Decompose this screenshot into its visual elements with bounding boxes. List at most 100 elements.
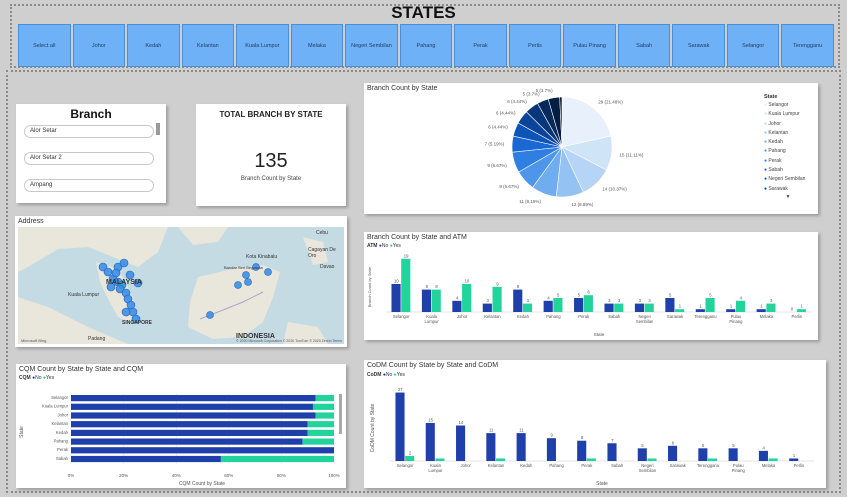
bar[interactable] (516, 433, 526, 461)
bar[interactable] (71, 412, 316, 419)
bar[interactable] (395, 392, 405, 461)
state-slicer-button[interactable]: Terengganu (781, 24, 834, 67)
bar[interactable] (452, 300, 462, 312)
bar[interactable] (789, 458, 799, 461)
bar[interactable] (71, 395, 316, 402)
bar[interactable] (574, 298, 584, 312)
address-map[interactable]: MALAYSIA SINGAPORE INDONESIA Kuala Lumpu… (18, 227, 344, 344)
bar[interactable] (543, 300, 553, 312)
bar[interactable] (492, 286, 502, 312)
bar[interactable] (486, 433, 496, 461)
pie-chart[interactable]: 29 (21.48%) 15 (11.11%) 14 (10.37%) 12 (8.8… (364, 83, 818, 214)
legend-item[interactable]: ● Sarawak (764, 185, 816, 194)
bar[interactable] (577, 440, 587, 461)
legend-item[interactable]: ● Johor (764, 120, 816, 129)
branch-option[interactable]: Alor Setar (24, 125, 154, 138)
bar[interactable] (604, 303, 614, 312)
state-slicer-button[interactable]: Selangor (726, 24, 780, 67)
chart-scrollbar[interactable] (339, 394, 342, 434)
branch-option[interactable]: Ampang (24, 179, 154, 192)
state-slicer-button[interactable]: Select all (18, 24, 71, 67)
bar[interactable] (698, 448, 708, 461)
bar[interactable] (768, 458, 778, 461)
legend-item[interactable]: ● Selangor (764, 101, 816, 110)
codm-bar-chart[interactable]: 272Selangor15KualaLumpur14Johor11Kelanta… (364, 360, 826, 488)
pie-slice[interactable] (559, 96, 563, 148)
bar[interactable] (583, 295, 593, 312)
cqm-bar-chart[interactable]: 0% 20% 40% 60% 80% 100% Selangor Kuala Lumpur Jo… (16, 364, 346, 488)
state-slicer-button[interactable]: Perak (454, 24, 507, 67)
bar[interactable] (586, 458, 596, 461)
bar[interactable] (634, 303, 645, 312)
bar[interactable] (71, 429, 308, 436)
bar[interactable] (421, 289, 432, 312)
bar[interactable] (796, 309, 806, 312)
bar[interactable] (726, 309, 736, 312)
bar[interactable] (71, 455, 221, 463)
state-slicer-button[interactable]: Perlis (508, 24, 562, 67)
state-slicer-button[interactable]: Pulau Pinang (563, 24, 616, 67)
legend-item[interactable]: ● Perak (764, 157, 816, 166)
bar[interactable] (607, 443, 617, 461)
bar[interactable] (307, 429, 334, 436)
bar[interactable] (614, 303, 624, 312)
bar[interactable] (553, 298, 563, 312)
bar[interactable] (522, 303, 533, 312)
bar[interactable] (431, 289, 441, 312)
pie-slice[interactable] (561, 96, 612, 148)
bar[interactable] (312, 403, 334, 410)
state-slicer-button[interactable]: Negeri Sembilan (345, 24, 398, 67)
branch-scrollbar[interactable] (156, 123, 160, 135)
legend-item[interactable]: ● Kuala Lumpur (764, 110, 816, 119)
state-slicer-button[interactable]: Kelantan (181, 24, 235, 67)
bar[interactable] (315, 412, 334, 419)
bar[interactable] (735, 300, 746, 312)
state-slicer-button[interactable]: Kedah (127, 24, 180, 67)
bar[interactable] (71, 403, 313, 410)
bar[interactable] (546, 438, 556, 461)
bar[interactable] (71, 421, 308, 428)
branch-option[interactable]: Alor Setar 2 (24, 152, 154, 165)
bar[interactable] (462, 284, 472, 312)
bar[interactable] (695, 309, 705, 312)
state-slicer-button[interactable]: Melaka (290, 24, 344, 67)
bar[interactable] (647, 458, 657, 461)
bar[interactable] (482, 303, 492, 312)
bar[interactable] (71, 438, 303, 445)
caret-down-icon[interactable]: ▼ (785, 193, 791, 200)
state-slicer[interactable]: Select all Johor Kedah Kelantan Kuala Lumpur… (18, 24, 834, 67)
bar[interactable] (728, 448, 738, 461)
bar[interactable] (456, 425, 466, 462)
state-slicer-button[interactable]: Sarawak (672, 24, 725, 67)
state-slicer-button[interactable]: Sabah (617, 24, 671, 67)
bar[interactable] (708, 458, 718, 461)
bar[interactable] (758, 450, 768, 461)
bar[interactable] (513, 289, 523, 312)
bar[interactable] (220, 455, 334, 463)
bar[interactable] (675, 309, 685, 312)
bar[interactable] (401, 258, 411, 312)
bar[interactable] (315, 395, 334, 402)
bar[interactable] (71, 447, 334, 454)
bar[interactable] (405, 455, 415, 461)
bar[interactable] (307, 421, 334, 428)
state-slicer-button[interactable]: Pahang (399, 24, 453, 67)
bar[interactable] (644, 303, 654, 312)
legend-item[interactable]: ● Pahang (764, 147, 816, 156)
legend-item[interactable]: ● Kedah (764, 138, 816, 147)
legend-item[interactable]: ● Sabah (764, 166, 816, 175)
bar[interactable] (668, 445, 678, 461)
bar[interactable] (425, 422, 435, 461)
bar[interactable] (756, 309, 766, 312)
bar[interactable] (302, 438, 334, 445)
state-slicer-button[interactable]: Johor (72, 24, 126, 67)
legend-item[interactable]: ● Negeri Sembilan (764, 175, 816, 184)
bar[interactable] (435, 458, 445, 461)
bar[interactable] (391, 284, 401, 312)
bar[interactable] (766, 303, 776, 312)
bar[interactable] (665, 298, 675, 312)
bar[interactable] (705, 298, 715, 312)
bar[interactable] (496, 458, 506, 461)
legend-item[interactable]: ● Kelantan (764, 129, 816, 138)
